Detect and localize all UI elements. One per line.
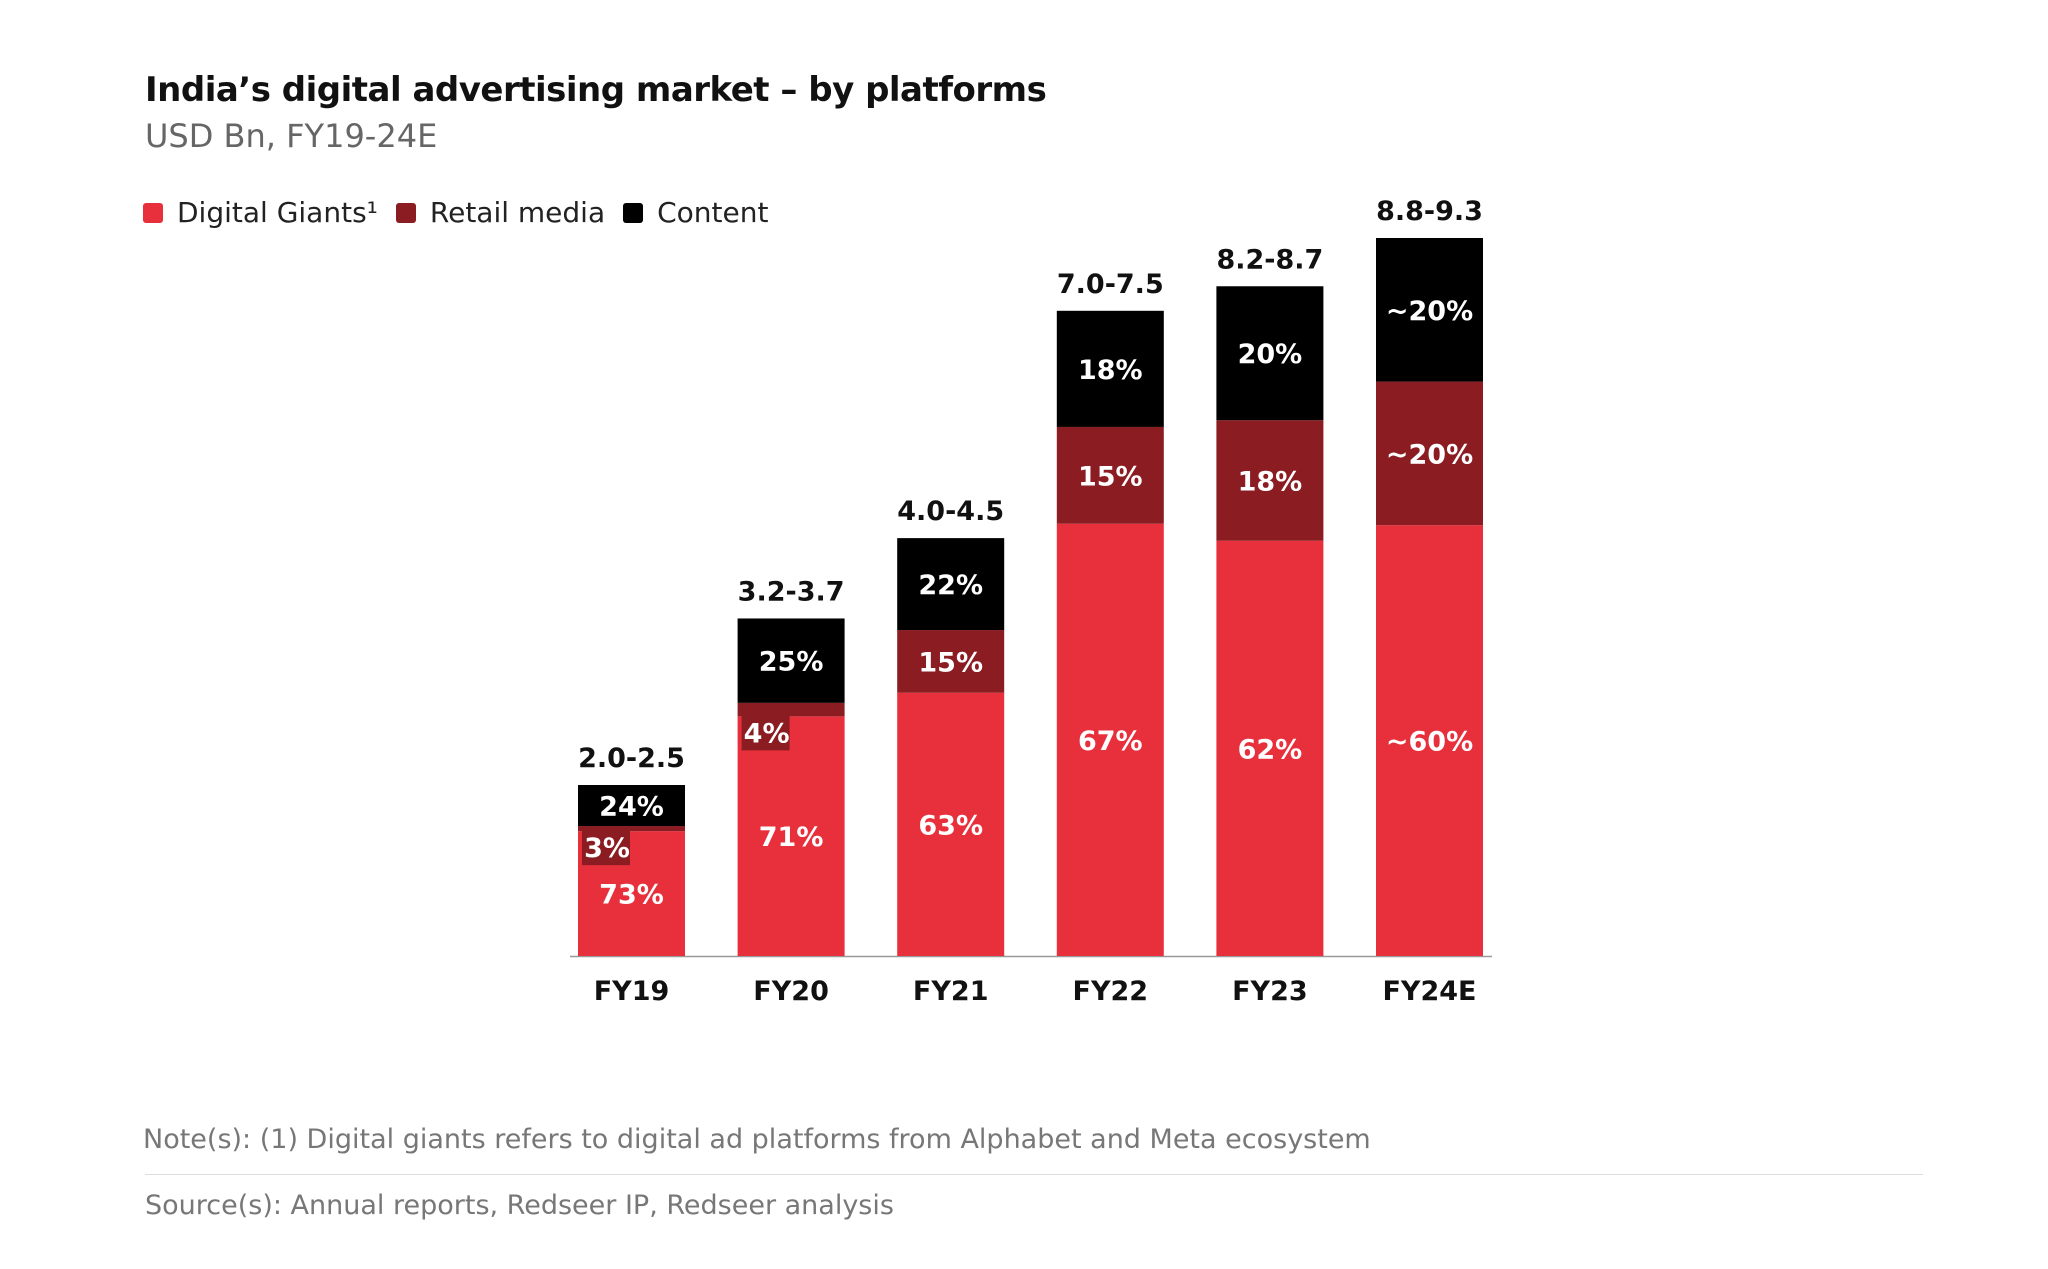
bar-segment-FY21-1 (897, 630, 1005, 693)
footnote: Note(s): (1) Digital giants refers to di… (143, 1124, 1371, 1155)
bar-segment-FY22-0 (1056, 523, 1164, 956)
label-bg-FY20 (741, 714, 790, 751)
legend: Digital Giants¹ Retail media Content (143, 196, 786, 229)
segment-label: ~60% (1386, 727, 1473, 758)
label-bg-FY19 (582, 829, 630, 866)
segment-label: 18% (1078, 355, 1143, 386)
legend-item-content: Content (623, 196, 768, 229)
bar-segment-FY20-2 (737, 618, 845, 703)
segment-label: 73% (599, 880, 664, 911)
legend-label: Digital Giants¹ (177, 196, 378, 229)
x-tick-label: FY22 (1073, 976, 1149, 1007)
bar-segment-FY19-1 (578, 826, 685, 832)
legend-label: Content (657, 196, 769, 229)
x-tick-label: FY21 (913, 976, 989, 1007)
legend-swatch (395, 202, 416, 223)
bar-segment-FY24E-2 (1376, 238, 1483, 382)
segment-label: 15% (918, 647, 983, 678)
chart-title: India’s digital advertising market – by … (145, 70, 1047, 110)
segment-label: 20% (1238, 339, 1303, 370)
bar-segment-FY21-0 (897, 692, 1005, 956)
segment-label: 25% (759, 647, 824, 678)
bar-segment-FY23-2 (1216, 286, 1324, 421)
segment-label: 3% (584, 833, 630, 864)
total-label: 4.0-4.5 (897, 496, 1004, 527)
segment-label: 24% (599, 792, 664, 823)
bar-segment-FY20-1 (737, 702, 845, 717)
segment-label: ~20% (1386, 296, 1473, 327)
segment-label: 22% (918, 570, 983, 601)
segment-label: 67% (1078, 726, 1143, 757)
x-tick-label: FY20 (753, 976, 829, 1007)
legend-item-retail-media: Retail media (395, 196, 606, 229)
bar-segment-FY22-1 (1056, 426, 1164, 524)
bar-segment-FY19-2 (578, 785, 685, 827)
total-label: 2.0-2.5 (578, 743, 685, 774)
divider (145, 1174, 1923, 1175)
bar-segment-FY23-1 (1216, 420, 1324, 541)
legend-swatch (143, 202, 163, 223)
segment-label: 18% (1238, 466, 1303, 497)
bar-segment-FY23-0 (1216, 540, 1324, 956)
segment-label: ~20% (1386, 439, 1473, 470)
source-note: Source(s): Annual reports, Redseer IP, R… (145, 1190, 894, 1221)
segment-label: 15% (1078, 461, 1143, 492)
segment-label: 71% (759, 822, 824, 853)
x-tick-label: FY23 (1232, 976, 1308, 1007)
bar-segment-FY24E-0 (1376, 525, 1483, 956)
x-tick-label: FY19 (594, 976, 670, 1007)
x-tick-label: FY24E (1382, 976, 1476, 1007)
bar-segment-FY20-0 (737, 716, 845, 956)
total-label: 3.2-3.7 (738, 576, 845, 607)
bar-segment-FY24E-1 (1376, 381, 1483, 526)
legend-item-digital-giants: Digital Giants¹ (143, 196, 378, 229)
total-label: 8.8-9.3 (1376, 196, 1483, 227)
total-label: 8.2-8.7 (1216, 244, 1323, 275)
segment-label: 63% (918, 810, 983, 841)
segment-label: 62% (1238, 734, 1303, 765)
legend-swatch (623, 202, 644, 223)
total-label: 7.0-7.5 (1057, 269, 1164, 300)
legend-label: Retail media (429, 196, 606, 229)
segment-label: 4% (744, 718, 790, 749)
bar-segment-FY21-2 (897, 538, 1005, 631)
bar-segment-FY22-2 (1056, 310, 1164, 427)
chart-subtitle: USD Bn, FY19-24E (145, 117, 438, 155)
